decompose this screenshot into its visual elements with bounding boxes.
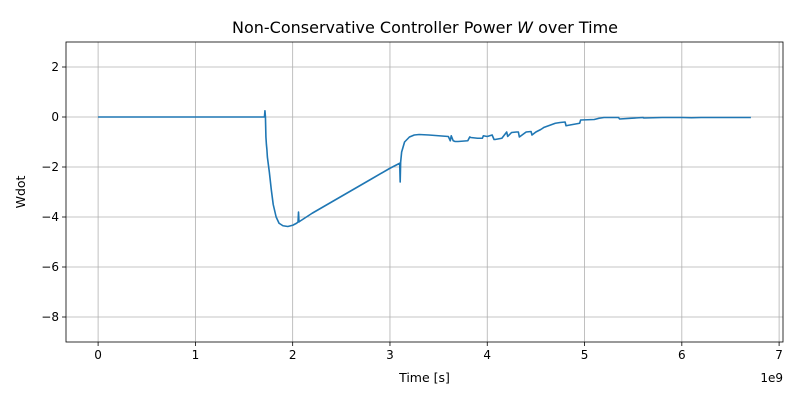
y-ticks: 2 0 −2 −4 −6 −8 <box>41 60 66 324</box>
y-tick-label: −8 <box>41 310 59 324</box>
grid <box>66 42 783 342</box>
chart-title-suffix: over Time <box>538 18 618 37</box>
x-ticks: 0 1 2 3 4 5 6 7 <box>94 342 783 362</box>
x-axis-label: Time [s] <box>398 370 450 385</box>
x-tick-label: 0 <box>94 348 102 362</box>
series-line <box>98 109 751 228</box>
y-tick-label: 0 <box>51 110 59 124</box>
y-tick-label: −2 <box>41 160 59 174</box>
chart-title: Non-Conservative Controller Power W over… <box>232 18 618 37</box>
x-tick-label: 4 <box>483 348 491 362</box>
x-tick-label: 7 <box>775 348 783 362</box>
x-tick-label: 6 <box>678 348 686 362</box>
x-tick-label: 1 <box>192 348 200 362</box>
plot-frame <box>65 41 784 343</box>
y-tick-label: 2 <box>51 60 59 74</box>
y-tick-label: −4 <box>41 210 59 224</box>
x-tick-label: 3 <box>386 348 394 362</box>
chart-title-symbol: W <box>517 18 534 37</box>
x-offset-label: 1e9 <box>760 371 783 385</box>
x-tick-label: 2 <box>289 348 297 362</box>
y-tick-label: −6 <box>41 260 59 274</box>
chart-title-prefix: Non-Conservative Controller Power <box>232 18 513 37</box>
x-tick-label: 5 <box>581 348 589 362</box>
y-axis-label: Wdot <box>13 175 28 208</box>
line-layer <box>98 109 751 228</box>
